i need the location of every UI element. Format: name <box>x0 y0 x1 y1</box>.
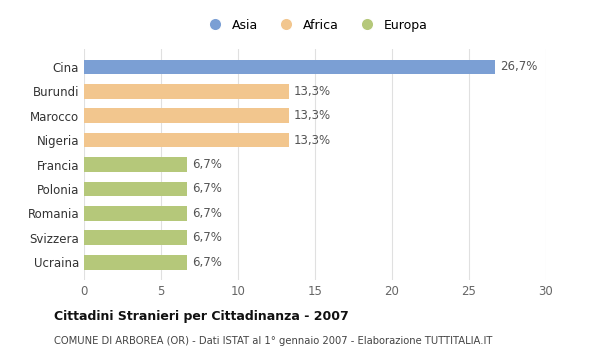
Text: 6,7%: 6,7% <box>192 158 221 171</box>
Text: 13,3%: 13,3% <box>293 134 331 147</box>
Bar <box>84 133 289 147</box>
Text: 13,3%: 13,3% <box>293 85 331 98</box>
Text: 6,7%: 6,7% <box>192 231 221 244</box>
Bar <box>84 157 187 172</box>
Text: Cittadini Stranieri per Cittadinanza - 2007: Cittadini Stranieri per Cittadinanza - 2… <box>54 310 349 323</box>
Text: 13,3%: 13,3% <box>293 109 331 122</box>
Text: 6,7%: 6,7% <box>192 207 221 220</box>
Legend: Asia, Africa, Europa: Asia, Africa, Europa <box>197 14 433 37</box>
Bar <box>84 255 187 270</box>
Bar <box>84 182 187 196</box>
Bar <box>84 230 187 245</box>
Bar <box>84 84 289 99</box>
Text: 6,7%: 6,7% <box>192 256 221 269</box>
Text: 26,7%: 26,7% <box>500 60 537 74</box>
Bar <box>84 206 187 220</box>
Text: COMUNE DI ARBOREA (OR) - Dati ISTAT al 1° gennaio 2007 - Elaborazione TUTTITALIA: COMUNE DI ARBOREA (OR) - Dati ISTAT al 1… <box>54 336 493 346</box>
Bar <box>84 108 289 123</box>
Text: 6,7%: 6,7% <box>192 182 221 195</box>
Bar <box>84 60 495 74</box>
